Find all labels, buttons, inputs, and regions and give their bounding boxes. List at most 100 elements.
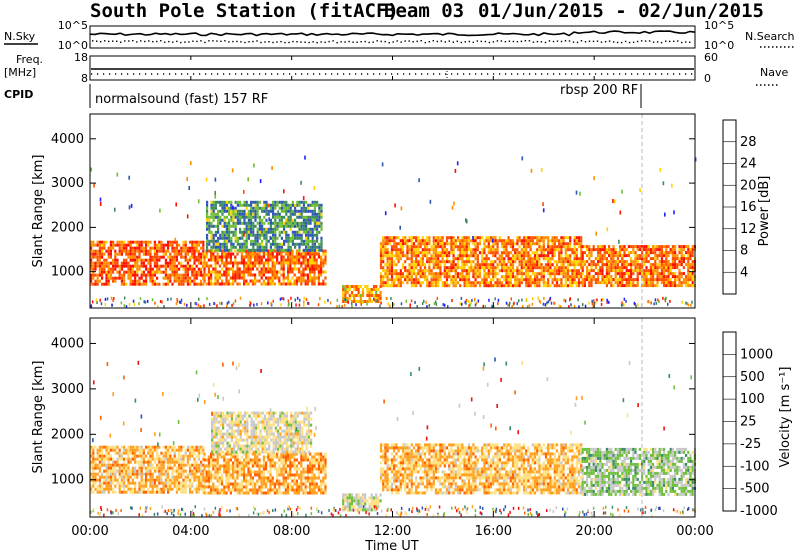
data-cell: [597, 275, 599, 278]
data-cell: [138, 253, 140, 256]
data-cell: [223, 456, 225, 459]
data-cell: [318, 213, 320, 216]
data-cell: [301, 225, 303, 228]
data-cell: [174, 250, 176, 253]
data-cell: [300, 283, 302, 286]
data-cell: [158, 491, 160, 494]
data-cell: [187, 268, 189, 271]
data-cell: [219, 265, 221, 268]
data-cell: [510, 251, 512, 254]
data-cell: [494, 242, 496, 245]
data-cell: [393, 248, 395, 251]
data-cell: [217, 228, 219, 231]
data-cell: [274, 231, 276, 234]
data-cell: [145, 250, 147, 253]
nsearch-dot: [96, 41, 97, 42]
data-cell: [512, 260, 514, 263]
data-cell: [291, 268, 293, 271]
data-cell: [554, 254, 556, 257]
data-cell: [132, 271, 134, 274]
data-cell: [130, 241, 132, 244]
data-cell: [158, 250, 160, 253]
data-cell: [125, 244, 127, 247]
data-cell: [656, 248, 658, 251]
data-cell: [584, 260, 586, 263]
data-cell: [431, 245, 433, 248]
data-cell: [215, 213, 217, 216]
data-cell: [127, 464, 129, 467]
data-cell: [92, 467, 94, 470]
data-cell: [138, 268, 140, 271]
data-cell: [174, 476, 176, 479]
data-cell: [210, 465, 212, 468]
data-cell: [446, 239, 448, 242]
data-cell: [206, 492, 208, 495]
data-cell: [182, 485, 184, 488]
data-cell: [549, 266, 551, 269]
data-cell: [641, 272, 643, 275]
data-cell: [103, 247, 105, 250]
data-cell: [674, 257, 676, 260]
data-cell: [391, 281, 393, 284]
data-cell: [103, 268, 105, 271]
data-cell: [534, 284, 536, 287]
data-cell: [457, 239, 459, 242]
data-cell: [246, 240, 248, 243]
scatter-cell: [100, 202, 102, 206]
data-cell: [574, 236, 576, 239]
data-cell: [309, 204, 311, 207]
data-cell: [508, 251, 510, 254]
data-cell: [99, 268, 101, 271]
data-cell: [560, 263, 562, 266]
data-cell: [391, 263, 393, 266]
data-cell: [601, 257, 603, 260]
data-cell: [167, 446, 169, 449]
data-cell: [549, 245, 551, 248]
data-cell: [167, 491, 169, 494]
data-cell: [366, 294, 368, 297]
data-cell: [174, 268, 176, 271]
data-cell: [134, 482, 136, 485]
data-cell: [101, 458, 103, 461]
data-cell: [278, 262, 280, 265]
data-cell: [521, 239, 523, 242]
data-cell: [92, 470, 94, 473]
data-cell: [134, 473, 136, 476]
data-cell: [152, 458, 154, 461]
data-cell: [576, 263, 578, 266]
data-cell: [243, 249, 245, 252]
data-cell: [632, 251, 634, 254]
data-cell: [444, 284, 446, 287]
data-cell: [490, 281, 492, 284]
data-cell: [608, 269, 610, 272]
data-cell: [138, 280, 140, 283]
data-cell: [683, 245, 685, 248]
data-cell: [312, 246, 314, 249]
data-cell: [366, 285, 368, 288]
data-cell: [389, 278, 391, 281]
data-cell: [212, 474, 214, 477]
data-cell: [554, 251, 556, 254]
data-cell: [270, 228, 272, 231]
data-cell: [645, 257, 647, 260]
data-cell: [163, 452, 165, 455]
data-cell: [223, 468, 225, 471]
data-cell: [239, 210, 241, 213]
data-cell: [490, 251, 492, 254]
data-cell: [442, 236, 444, 239]
data-cell: [448, 269, 450, 272]
data-cell: [599, 266, 601, 269]
data-cell: [514, 281, 516, 284]
data-cell: [549, 272, 551, 275]
data-cell: [597, 269, 599, 272]
data-cell: [134, 259, 136, 262]
data-cell: [610, 281, 612, 284]
data-cell: [344, 288, 346, 291]
data-cell: [152, 247, 154, 250]
data-cell: [103, 491, 105, 494]
data-cell: [274, 283, 276, 286]
data-cell: [523, 263, 525, 266]
data-cell: [538, 257, 540, 260]
data-cell: [574, 254, 576, 257]
nsearch-dot: [529, 40, 530, 41]
